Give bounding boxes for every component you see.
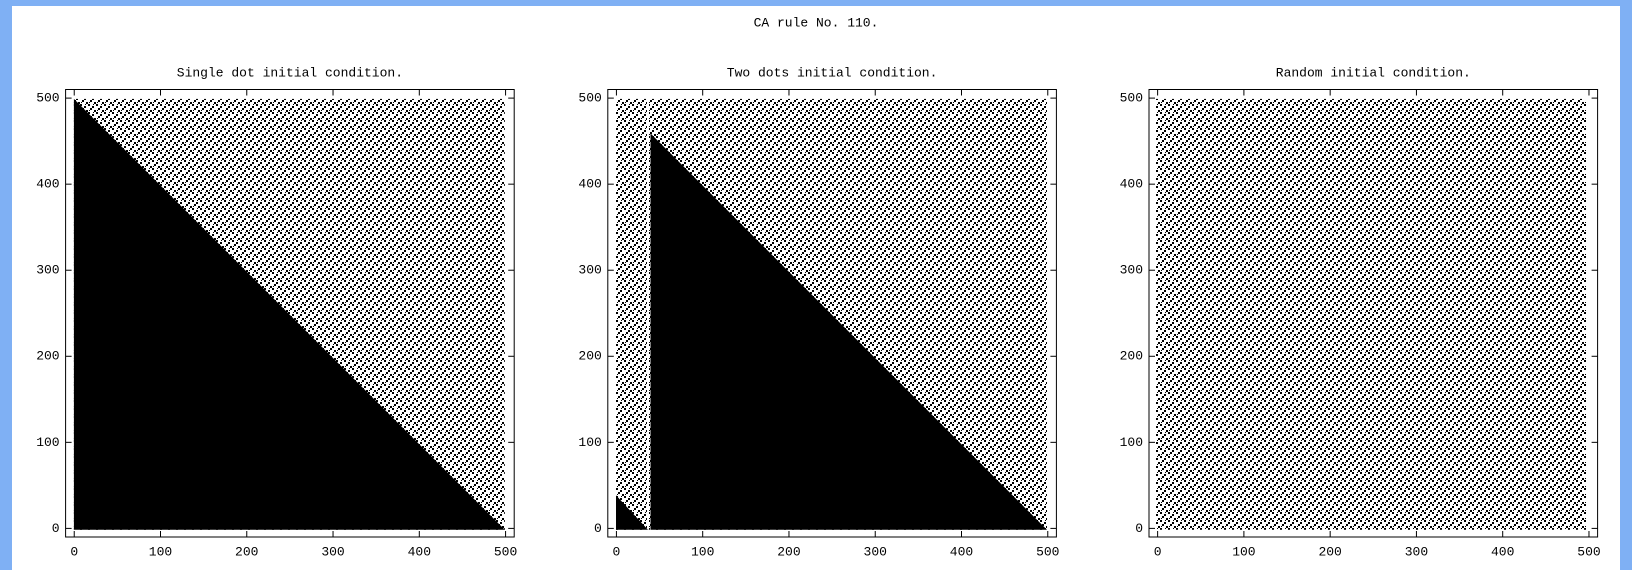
y-tick-label: 400 <box>36 177 59 192</box>
ca-black-region <box>650 133 1047 530</box>
x-tick-label: 400 <box>408 544 431 559</box>
y-tick-label: 100 <box>1120 435 1143 450</box>
plot-frame <box>65 89 515 538</box>
ca-black-region <box>73 98 505 530</box>
x-tick-label: 0 <box>613 544 621 559</box>
y-tick-label: 0 <box>594 521 602 536</box>
x-tick-label: 300 <box>321 544 344 559</box>
x-tick-label: 0 <box>70 544 78 559</box>
x-tick-label: 100 <box>149 544 172 559</box>
x-tick-label: 100 <box>1232 544 1255 559</box>
y-tick-label: 100 <box>36 435 59 450</box>
x-tick-label: 300 <box>1405 544 1428 559</box>
y-tick-label: 500 <box>578 91 601 106</box>
x-tick-label: 100 <box>691 544 714 559</box>
chart-title: Random initial condition. <box>1276 65 1471 80</box>
y-tick-label: 100 <box>578 435 601 450</box>
plot-frame <box>607 89 1057 538</box>
y-tick-label: 0 <box>52 521 60 536</box>
y-tick-label: 500 <box>1120 91 1143 106</box>
x-tick-label: 200 <box>1318 544 1341 559</box>
x-tick-label: 500 <box>1036 544 1059 559</box>
x-tick-label: 200 <box>235 544 258 559</box>
ca-texture <box>1156 98 1586 530</box>
chart-title: Single dot initial condition. <box>177 65 403 80</box>
x-tick-label: 0 <box>1154 544 1162 559</box>
y-tick-label: 500 <box>36 91 59 106</box>
x-tick-label: 400 <box>950 544 973 559</box>
x-tick-label: 300 <box>864 544 887 559</box>
chart-title: Two dots initial condition. <box>727 65 938 80</box>
y-tick-label: 400 <box>1120 177 1143 192</box>
plot-frame <box>1148 89 1599 538</box>
x-tick-label: 500 <box>1577 544 1600 559</box>
x-tick-label: 500 <box>494 544 517 559</box>
y-tick-label: 300 <box>578 263 601 278</box>
y-tick-label: 400 <box>578 177 601 192</box>
y-tick-label: 200 <box>36 349 59 364</box>
y-tick-label: 200 <box>1120 349 1143 364</box>
x-tick-label: 200 <box>777 544 800 559</box>
figure-title: CA rule No. 110. <box>754 15 879 30</box>
y-tick-label: 300 <box>1120 263 1143 278</box>
y-tick-label: 0 <box>1135 521 1143 536</box>
x-tick-label: 400 <box>1491 544 1514 559</box>
ca-black-region <box>616 495 648 530</box>
y-tick-label: 300 <box>36 263 59 278</box>
y-tick-label: 200 <box>578 349 601 364</box>
